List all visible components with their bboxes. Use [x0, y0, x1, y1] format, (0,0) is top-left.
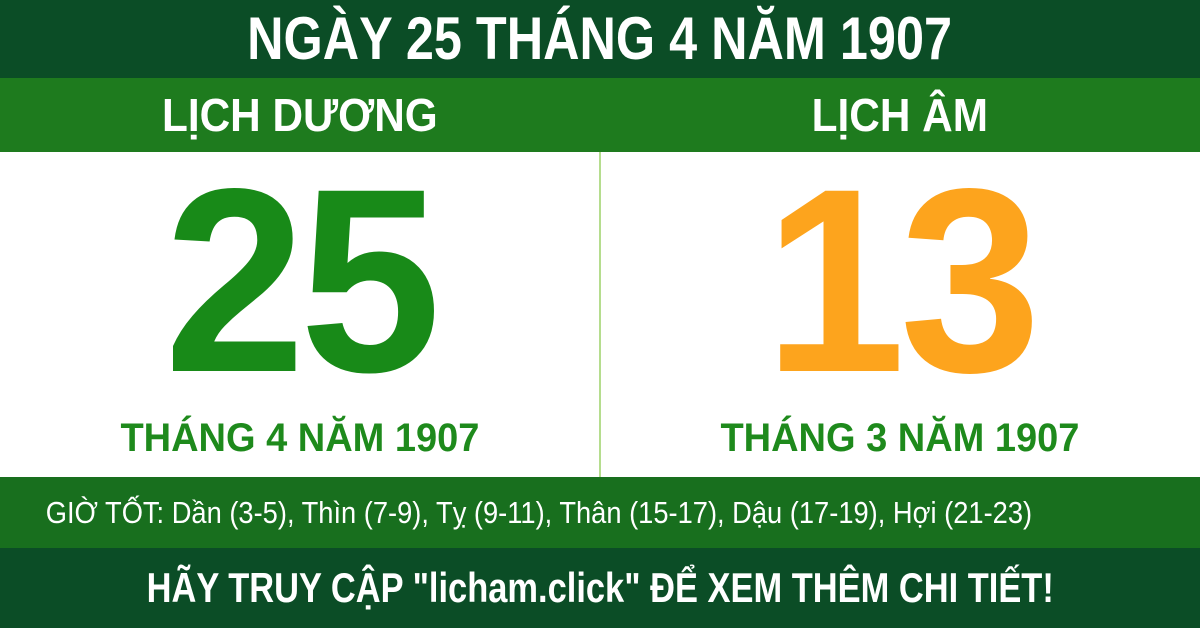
solar-panel: 25 THÁNG 4 NĂM 1907 [0, 134, 600, 477]
lunar-label-cell: LỊCH ÂM [600, 78, 1200, 152]
date-title: NGÀY 25 THÁNG 4 NĂM 1907 [247, 5, 953, 72]
lunar-month-year: THÁNG 3 NĂM 1907 [720, 416, 1080, 460]
solar-calendar-label: LỊCH DƯƠNG [162, 89, 438, 141]
solar-month-year: THÁNG 4 NĂM 1907 [120, 416, 480, 460]
footer-band: HÃY TRUY CẬP "licham.click" ĐỂ XEM THÊM … [0, 548, 1200, 628]
footer-message: HÃY TRUY CẬP "licham.click" ĐỂ XEM THÊM … [146, 564, 1054, 611]
lunar-calendar-label: LỊCH ÂM [811, 89, 989, 141]
solar-day-number: 25 [164, 134, 441, 427]
calendar-panels: 25 THÁNG 4 NĂM 1907 13 THÁNG 3 NĂM 1907 [0, 134, 1200, 477]
good-hours-band: GIỜ TỐT: Dần (3-5), Thìn (7-9), Tỵ (9-11… [0, 477, 1200, 548]
solar-label-cell: LỊCH DƯƠNG [0, 78, 600, 152]
panel-divider [599, 152, 601, 477]
header-band: NGÀY 25 THÁNG 4 NĂM 1907 [0, 0, 1200, 78]
calendar-labels-band: LỊCH DƯƠNG LỊCH ÂM [0, 78, 1200, 152]
lunar-day-number: 13 [764, 134, 1041, 427]
lunar-panel: 13 THÁNG 3 NĂM 1907 [600, 134, 1200, 477]
good-hours-text: GIỜ TỐT: Dần (3-5), Thìn (7-9), Tỵ (9-11… [45, 494, 1033, 530]
